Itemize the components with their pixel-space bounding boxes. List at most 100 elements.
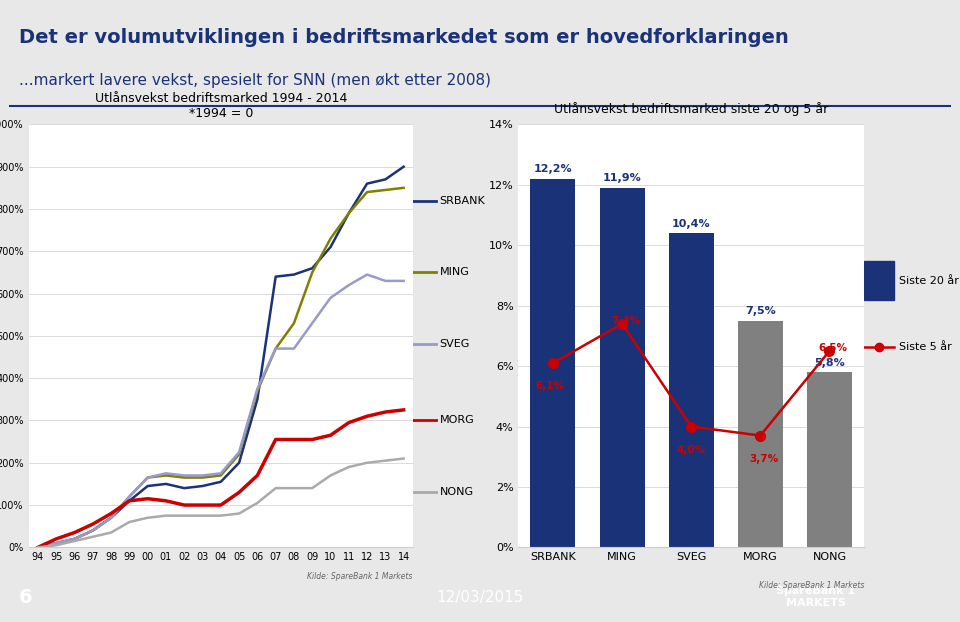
MORG — [106, 510, 117, 518]
NONG — [215, 512, 227, 519]
MORG — [142, 495, 154, 503]
NONG — [288, 485, 300, 492]
Text: 11,9%: 11,9% — [603, 174, 641, 183]
MING — [69, 535, 81, 542]
SRBANK — [361, 180, 372, 187]
NONG — [379, 457, 391, 465]
Text: SVEG: SVEG — [440, 340, 470, 350]
Text: Kilde: SpareBank 1 Markets: Kilde: SpareBank 1 Markets — [307, 572, 413, 581]
MING — [252, 387, 263, 394]
SRBANK — [306, 264, 318, 272]
Line: NONG: NONG — [38, 458, 403, 547]
Text: 6,5%: 6,5% — [818, 343, 848, 353]
SVEG — [179, 471, 190, 479]
SVEG — [324, 294, 336, 302]
SVEG — [33, 544, 44, 551]
SRBANK — [33, 544, 44, 551]
MING — [87, 527, 99, 534]
MORG — [179, 501, 190, 509]
SRBANK — [197, 482, 208, 490]
SRBANK — [69, 535, 81, 542]
Text: 4,0%: 4,0% — [677, 445, 706, 455]
Bar — [531, 179, 575, 547]
MORG — [215, 501, 227, 509]
NONG — [324, 471, 336, 479]
MING — [233, 450, 245, 458]
MING — [361, 188, 372, 196]
MING — [288, 320, 300, 327]
Text: Siste 5 år: Siste 5 år — [899, 341, 951, 352]
MORG — [233, 489, 245, 496]
Text: 10,4%: 10,4% — [672, 218, 710, 229]
NONG — [233, 510, 245, 518]
SVEG — [160, 470, 172, 477]
MING — [215, 471, 227, 479]
Text: Det er volumutviklingen i bedriftsmarkedet som er hovedforklaringen: Det er volumutviklingen i bedriftsmarked… — [19, 28, 789, 47]
SVEG — [379, 277, 391, 285]
SRBANK — [179, 485, 190, 492]
MING — [270, 345, 281, 352]
SRBANK — [343, 210, 354, 217]
Text: NONG: NONG — [440, 488, 474, 498]
Line: SRBANK: SRBANK — [38, 167, 403, 547]
SRBANK — [215, 478, 227, 486]
SVEG — [288, 345, 300, 352]
Title: Utlånsvekst bedriftsmarked 1994 - 2014
*1994 = 0: Utlånsvekst bedriftsmarked 1994 - 2014 *… — [95, 93, 347, 121]
MORG — [69, 529, 81, 536]
NONG — [270, 485, 281, 492]
Text: 7,4%: 7,4% — [611, 316, 640, 327]
Text: 7,5%: 7,5% — [745, 306, 776, 316]
NONG — [343, 463, 354, 471]
SVEG — [252, 385, 263, 392]
SRBANK — [270, 273, 281, 281]
Bar — [600, 188, 644, 547]
SVEG — [233, 448, 245, 456]
MING — [343, 210, 354, 217]
SVEG — [124, 493, 135, 500]
SRBANK — [87, 527, 99, 534]
SRBANK — [142, 482, 154, 490]
Text: Siste 20 år: Siste 20 år — [899, 276, 958, 287]
MING — [106, 514, 117, 521]
MORG — [87, 521, 99, 528]
MING — [324, 235, 336, 243]
SRBANK — [324, 243, 336, 251]
MING — [197, 474, 208, 481]
SRBANK — [252, 396, 263, 403]
SRBANK — [124, 497, 135, 504]
MING — [379, 186, 391, 193]
SVEG — [87, 527, 99, 534]
NONG — [124, 518, 135, 526]
Text: 12/03/2015: 12/03/2015 — [436, 590, 524, 605]
MING — [179, 474, 190, 481]
Text: 5,8%: 5,8% — [814, 358, 845, 368]
Title: Utlånsvekst bedriftsmarked siste 20 og 5 år: Utlånsvekst bedriftsmarked siste 20 og 5… — [554, 103, 828, 116]
Line: MORG: MORG — [38, 410, 403, 547]
MORG — [324, 432, 336, 439]
SVEG — [361, 271, 372, 278]
Text: 12,2%: 12,2% — [534, 164, 572, 174]
SVEG — [397, 277, 409, 285]
SVEG — [69, 535, 81, 542]
SVEG — [343, 281, 354, 289]
MORG — [197, 501, 208, 509]
NONG — [142, 514, 154, 521]
MING — [33, 544, 44, 551]
Text: SpareBank 1
MARKETS: SpareBank 1 MARKETS — [777, 587, 855, 608]
NONG — [33, 544, 44, 551]
MORG — [361, 412, 372, 420]
SVEG — [51, 539, 62, 547]
Text: SRBANK: SRBANK — [440, 195, 486, 205]
NONG — [87, 533, 99, 541]
SVEG — [270, 345, 281, 352]
Text: Kilde: SpareBank 1 Markets: Kilde: SpareBank 1 Markets — [758, 581, 864, 590]
SVEG — [106, 514, 117, 521]
SRBANK — [288, 271, 300, 278]
SVEG — [142, 474, 154, 481]
MORG — [379, 408, 391, 415]
NONG — [69, 537, 81, 545]
MORG — [288, 436, 300, 443]
Text: 6,1%: 6,1% — [535, 381, 564, 391]
MORG — [343, 419, 354, 426]
Line: MING: MING — [38, 188, 403, 547]
